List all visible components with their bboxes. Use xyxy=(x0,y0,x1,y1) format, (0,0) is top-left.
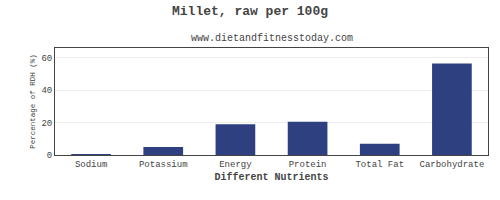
svg-text:Millet, raw per 100g: Millet, raw per 100g xyxy=(172,4,328,19)
svg-text:Percentage of RDH (%): Percentage of RDH (%) xyxy=(29,54,37,149)
svg-text:Total Fat: Total Fat xyxy=(355,160,404,170)
svg-text:Energy: Energy xyxy=(219,160,252,170)
svg-text:Different Nutrients: Different Nutrients xyxy=(214,172,328,183)
svg-text:Potassium: Potassium xyxy=(139,160,188,170)
svg-text:Protein: Protein xyxy=(289,160,327,170)
svg-text:0: 0 xyxy=(47,151,52,161)
svg-text:40: 40 xyxy=(41,86,52,96)
svg-text:Carbohydrate: Carbohydrate xyxy=(420,160,485,170)
svg-text:60: 60 xyxy=(41,54,52,64)
svg-text:www.dietandfitnesstoday.com: www.dietandfitnesstoday.com xyxy=(191,33,353,44)
svg-text:20: 20 xyxy=(41,119,52,129)
svg-text:Sodium: Sodium xyxy=(75,160,107,170)
